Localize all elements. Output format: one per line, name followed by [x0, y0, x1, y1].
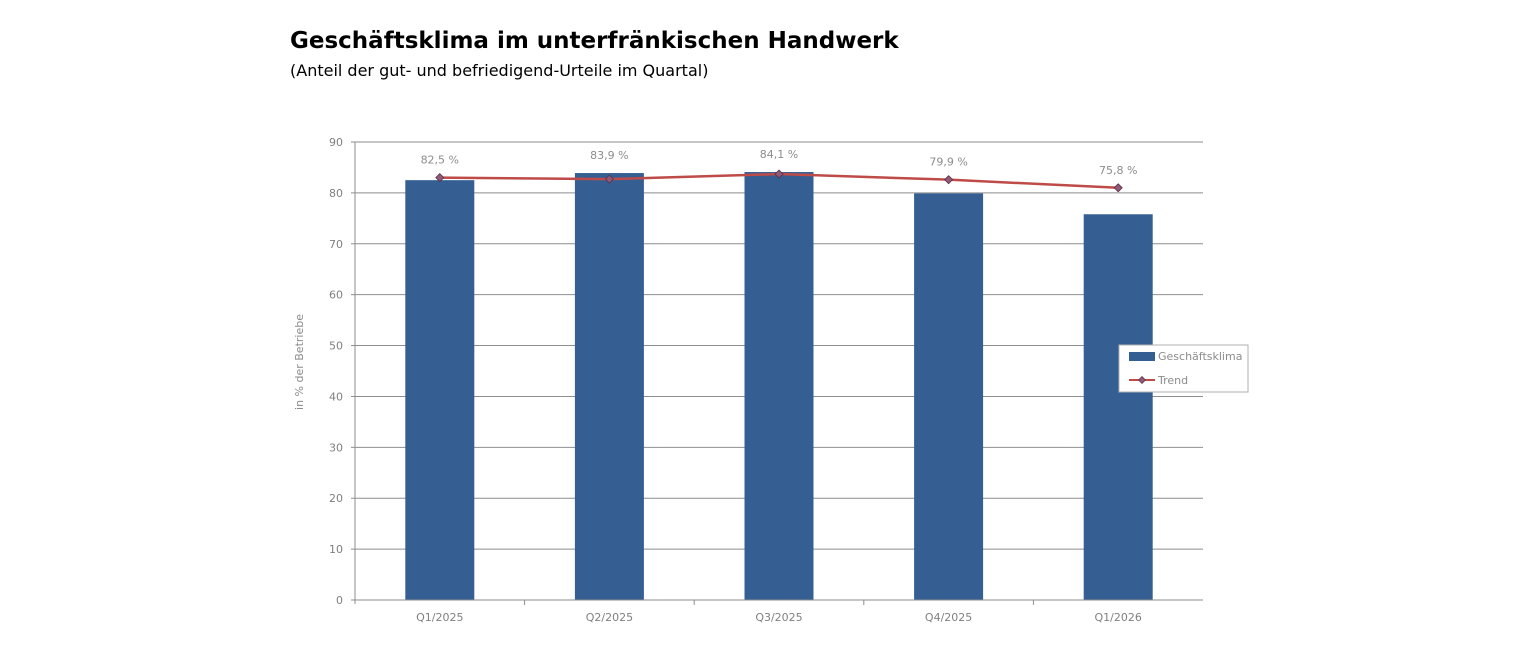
data-labels: 82,5 % 83,9 % 84,1 % 79,9 % 75,8 % — [421, 148, 1138, 177]
y-axis-label: in % der Betriebe — [293, 314, 306, 410]
y-tick-label: 10 — [329, 543, 343, 556]
y-tick-label: 40 — [329, 390, 343, 403]
trend-marker — [604, 174, 614, 184]
data-label: 79,9 % — [929, 156, 967, 169]
legend-label: Geschäftsklima — [1158, 350, 1242, 363]
x-tick-label: Q1/2025 — [416, 611, 463, 624]
trend-marker — [774, 169, 784, 179]
x-tick-label: Q1/2026 — [1095, 611, 1142, 624]
y-tick-label: 20 — [329, 492, 343, 505]
trend-marker — [1113, 183, 1123, 193]
data-label: 83,9 % — [590, 149, 628, 162]
trend-series — [435, 169, 1123, 193]
x-axis: Q1/2025 Q2/2025 Q3/2025 Q4/2025 Q1/2026 — [354, 142, 1203, 624]
y-tick-label: 50 — [329, 340, 343, 353]
chart-title: Geschäftsklima im unterfränkischen Handw… — [290, 28, 899, 54]
chart-subtitle: (Anteil der gut- und befriedigend-Urteil… — [290, 61, 709, 80]
trend-marker — [944, 175, 954, 185]
data-label: 82,5 % — [421, 154, 459, 167]
bar — [914, 193, 984, 601]
y-axis-ticks: 0 10 20 30 40 50 60 70 80 90 — [329, 136, 355, 607]
bar — [405, 180, 475, 600]
y-tick-label: 60 — [329, 289, 343, 302]
trend-marker — [435, 173, 445, 183]
y-tick-label: 30 — [329, 441, 343, 454]
bar — [574, 173, 644, 600]
y-tick-label: 70 — [329, 238, 343, 251]
x-tick-label: Q3/2025 — [755, 611, 802, 624]
x-tick-label: Q2/2025 — [586, 611, 633, 624]
legend-label: Trend — [1157, 374, 1188, 387]
legend: Geschäftsklima Trend — [1118, 344, 1249, 393]
bar — [1083, 214, 1153, 601]
bar-series — [405, 172, 1153, 601]
data-label: 84,1 % — [760, 148, 798, 161]
legend-swatch-marker — [1138, 376, 1146, 384]
x-tick-label: Q4/2025 — [925, 611, 972, 624]
y-tick-label: 0 — [336, 594, 343, 607]
legend-swatch-bar — [1129, 352, 1155, 361]
bar — [744, 172, 814, 600]
y-tick-label: 90 — [329, 136, 343, 149]
data-label: 75,8 % — [1099, 164, 1137, 177]
y-tick-label: 80 — [329, 187, 343, 200]
